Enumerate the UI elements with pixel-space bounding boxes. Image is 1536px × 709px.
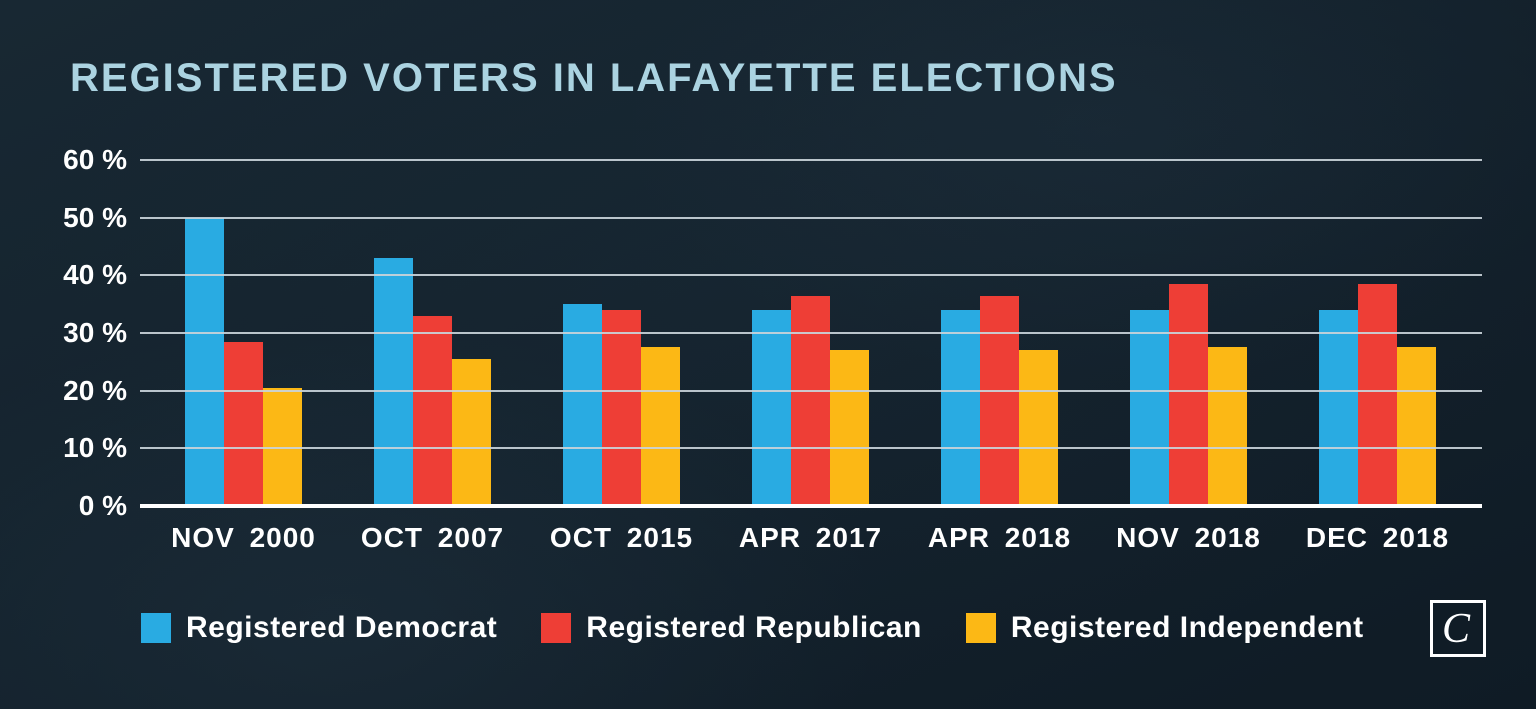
bar-republican bbox=[602, 309, 641, 506]
bar-republican bbox=[980, 295, 1019, 506]
bar-republican bbox=[791, 295, 830, 506]
y-tick-label: 0 % bbox=[78, 490, 127, 521]
x-axis-label: OCT 2007 bbox=[360, 522, 505, 553]
legend-swatch-independent bbox=[965, 613, 996, 643]
bar-democrat bbox=[941, 309, 980, 506]
bar-democrat bbox=[1319, 309, 1358, 506]
bar-group: APR 2018 bbox=[928, 160, 1070, 553]
plot-area: NOV 2000 OCT 2007 OCT 2015 APR 2017 APR 2018… bbox=[63, 144, 1482, 553]
bar-independent bbox=[641, 347, 680, 506]
bar-independent bbox=[452, 358, 491, 506]
y-tick-label: 50 % bbox=[63, 201, 127, 233]
bar-democrat bbox=[563, 304, 602, 506]
logo-badge: C bbox=[1430, 600, 1486, 657]
y-tick-label: 20 % bbox=[63, 374, 127, 406]
bar-independent bbox=[1397, 347, 1436, 506]
bar-democrat bbox=[185, 217, 224, 506]
gridline bbox=[140, 389, 1482, 392]
bar-group: DEC 2018 bbox=[1306, 160, 1448, 553]
legend-item-independent: Registered Independent bbox=[965, 611, 1364, 645]
x-axis-baseline bbox=[140, 504, 1482, 508]
legend-swatch-democrat bbox=[141, 613, 171, 643]
legend-label-independent: Registered Independent bbox=[1010, 611, 1364, 644]
legend: Registered Democrat Registered Republican… bbox=[141, 611, 1364, 645]
x-axis-label: OCT 2015 bbox=[549, 522, 694, 553]
bar-republican bbox=[224, 341, 263, 506]
y-tick-label: 40 % bbox=[63, 259, 127, 291]
y-tick-label: 10 % bbox=[63, 432, 127, 464]
bar-independent bbox=[830, 350, 869, 506]
legend-item-republican: Registered Republican bbox=[541, 611, 922, 645]
gridline bbox=[140, 332, 1482, 334]
bar-group: NOV 2018 bbox=[1116, 160, 1260, 553]
bar-group: APR 2017 bbox=[739, 160, 881, 553]
bar-group: NOV 2000 bbox=[171, 160, 315, 553]
bar-republican bbox=[1358, 283, 1397, 506]
bar-independent bbox=[263, 387, 302, 506]
gridline bbox=[140, 216, 1482, 219]
bar-democrat bbox=[374, 258, 413, 506]
x-axis-label: NOV 2000 bbox=[171, 522, 316, 553]
bar-republican bbox=[1169, 283, 1208, 506]
bar-groups-container: NOV 2000 OCT 2007 OCT 2015 APR 2017 APR 2018… bbox=[171, 160, 1448, 553]
y-tick-label: 60 % bbox=[63, 144, 127, 175]
x-axis-label: APR 2018 bbox=[927, 522, 1072, 553]
bar-democrat bbox=[752, 309, 791, 506]
legend-label-republican: Registered Republican bbox=[586, 611, 922, 644]
logo-letter: C bbox=[1441, 605, 1470, 652]
bar-independent bbox=[1019, 350, 1058, 506]
x-axis-label: DEC 2018 bbox=[1305, 522, 1450, 553]
x-axis-label: APR 2017 bbox=[738, 522, 883, 553]
legend-label-democrat: Registered Democrat bbox=[186, 611, 498, 644]
y-tick-label: 30 % bbox=[63, 317, 127, 348]
bar-group: OCT 2007 bbox=[361, 160, 503, 553]
legend-item-democrat: Registered Democrat bbox=[141, 611, 497, 645]
gridline bbox=[140, 274, 1482, 277]
gridline bbox=[140, 159, 1482, 161]
bar-democrat bbox=[1130, 309, 1169, 506]
gridline bbox=[140, 447, 1482, 450]
chart-title: REGISTERED VOTERS IN LAFAYETTE ELECTIONS bbox=[70, 56, 1118, 100]
x-axis-label: NOV 2018 bbox=[1116, 522, 1261, 553]
legend-swatch-republican bbox=[541, 613, 572, 643]
bar-group: OCT 2015 bbox=[550, 160, 692, 553]
bar-republican bbox=[413, 315, 452, 506]
bar-independent bbox=[1208, 347, 1247, 506]
